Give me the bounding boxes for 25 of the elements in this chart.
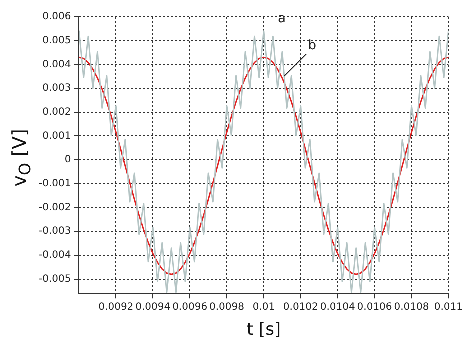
x-axis-title: t [s]: [246, 320, 282, 340]
x-tick-label: 0.0104: [320, 302, 356, 314]
y-tick-label: 0.005: [42, 35, 72, 46]
x-tick-label: 0.0092: [98, 302, 134, 314]
x-tick-label: 0.0094: [136, 302, 171, 314]
x-tick-label: 0.0108: [394, 302, 430, 314]
y-tick-label: -0.001: [38, 178, 72, 190]
x-tick-label: 0.0098: [210, 302, 245, 314]
y-tick-label: 0.004: [42, 59, 72, 70]
y-tick-label: -0.003: [38, 226, 72, 238]
y-tick-label: -0.004: [38, 250, 72, 262]
x-tick-label: 0.0096: [172, 302, 208, 314]
x-tick-label: 0.0102: [283, 302, 318, 314]
annotation: b: [308, 38, 317, 54]
y-tick-label: 0: [64, 154, 72, 166]
y-tick-label: -0.005: [38, 274, 72, 285]
y-tick-label: 0.002: [42, 106, 72, 118]
x-tick-label: 0.01: [252, 302, 276, 314]
x-tick-label: 0.011: [434, 302, 464, 314]
y-tick-label: 0.003: [42, 83, 72, 94]
y-tick-label: 0.006: [42, 12, 72, 23]
y-tick-label: 0.001: [42, 130, 72, 142]
x-tick-label: 0.0106: [357, 302, 392, 314]
y-tick-label: -0.002: [38, 202, 72, 214]
annotation: a: [278, 12, 286, 27]
